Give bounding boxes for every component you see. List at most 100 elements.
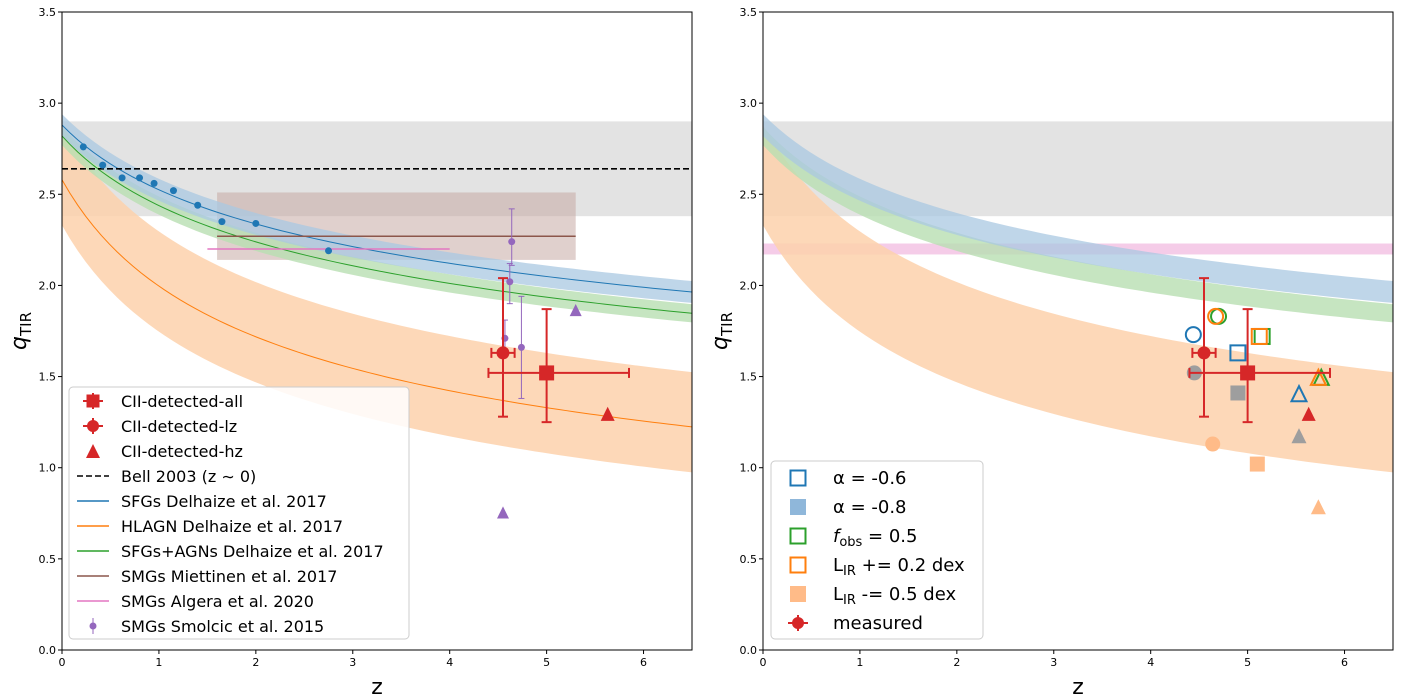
- legend-entry: CII-detected-hz: [86, 442, 243, 461]
- legend-marker: [790, 586, 806, 602]
- filled-marker: [1205, 436, 1221, 452]
- band-sfg-agn: [62, 126, 692, 323]
- filled-marker: [1291, 428, 1307, 444]
- x-tick-label: 4: [446, 656, 453, 669]
- legend-entry: SMGs Algera et al. 2020: [77, 592, 314, 611]
- x-tick-label: 1: [155, 656, 162, 669]
- legend-entry: HLAGN Delhaize et al. 2017: [77, 517, 343, 536]
- axes-frame: [61, 11, 693, 651]
- legend-label: fobs = 0.5: [833, 526, 917, 550]
- y-tick-label: 0.0: [740, 644, 758, 657]
- measured-point: [1301, 406, 1316, 421]
- legend-marker: [89, 622, 97, 630]
- y-tick-label: 2.0: [740, 279, 758, 292]
- legend-label: SMGs Algera et al. 2020: [121, 592, 314, 611]
- cii-hz-point: [600, 406, 615, 421]
- open-marker: [1207, 307, 1225, 325]
- x-tick-label: 3: [1050, 656, 1057, 669]
- band-sfg-agn: [763, 126, 1393, 323]
- binned-point: [218, 218, 226, 226]
- legend-marker: [789, 556, 807, 574]
- y-tick-label: 0.0: [39, 644, 57, 657]
- x-axis-label: z: [1072, 675, 1084, 698]
- legend-marker: [86, 443, 100, 459]
- y-tick-label: 1.5: [39, 371, 57, 384]
- legend-marker: [792, 617, 804, 629]
- legend-left: CII-detected-all CII-detected-lz CII-detec…: [68, 386, 410, 640]
- x-tick-label: 2: [252, 656, 259, 669]
- right-panel-chart: 0 1 2 3 4 5 6 0.0 0.5 1.0 1.5 2.0 2.5 3.0 3.5 z qTIR α = …: [708, 6, 1394, 698]
- legend-entry: SMGs Miettinen et al. 2017: [77, 567, 337, 586]
- legend-entry: SFGs+AGNs Delhaize et al. 2017: [77, 542, 384, 561]
- smolcic-upper-limit: [497, 506, 509, 519]
- binned-point: [118, 174, 126, 182]
- legend-entry: SFGs Delhaize et al. 2017: [77, 492, 327, 511]
- band-sfg: [62, 114, 692, 303]
- y-tick-label: 3.5: [39, 6, 57, 19]
- x-tick-label: 5: [543, 656, 550, 669]
- legend-marker: [790, 499, 806, 515]
- y-tick-label: 2.0: [39, 279, 57, 292]
- open-marker: [1184, 326, 1202, 344]
- y-tick-label: 3.0: [740, 97, 758, 110]
- legend-entry: CII-detected-lz: [83, 417, 237, 436]
- legend-label: Bell 2003 (z ∼ 0): [121, 467, 256, 486]
- x-tick-label: 6: [1341, 656, 1348, 669]
- legend-label: LIR += 0.2 dex: [833, 555, 965, 579]
- legend-label: SFGs+AGNs Delhaize et al. 2017: [121, 542, 384, 561]
- x-axis-label: z: [371, 675, 383, 698]
- band-sfg: [763, 114, 1393, 303]
- legend-label: α = -0.6: [833, 468, 907, 489]
- binned-point: [169, 187, 177, 195]
- x-tick-label: 2: [953, 656, 960, 669]
- measured-point: [1240, 365, 1256, 381]
- legend-entry: α = -0.6: [789, 468, 907, 489]
- open-marker: [1229, 344, 1247, 362]
- binned-point: [99, 161, 107, 169]
- binned-point: [150, 179, 158, 187]
- legend-entry: SMGs Smolcic et al. 2015: [89, 617, 324, 636]
- legend-entry: Bell 2003 (z ∼ 0): [77, 467, 256, 486]
- legend-right: α = -0.6 α = -0.8 fobs = 0.5 LIR += 0.2 dex…: [770, 460, 984, 640]
- binned-point: [136, 174, 144, 182]
- curve-sfg: [62, 124, 692, 293]
- y-tick-label: 1.0: [39, 462, 57, 475]
- cii-all-point: [539, 365, 555, 381]
- filled-marker: [1310, 499, 1326, 515]
- curve-sfg-agn: [62, 135, 692, 314]
- y-tick-label: 0.5: [740, 553, 758, 566]
- legend-label: HLAGN Delhaize et al. 2017: [121, 517, 343, 536]
- plot-area: [763, 114, 1393, 515]
- legend-entry: CII-detected-all: [83, 392, 243, 411]
- y-tick-label: 3.5: [740, 6, 758, 19]
- filled-marker: [1249, 456, 1265, 472]
- binned-point: [325, 247, 333, 255]
- legend-entry: fobs = 0.5: [789, 526, 917, 550]
- band-hlagn: [62, 125, 692, 473]
- x-tick-label: 6: [640, 656, 647, 669]
- binned-point: [252, 219, 260, 227]
- smolcic-point: [508, 238, 516, 246]
- smolcic-upper-limit: [569, 304, 582, 317]
- open-marker: [1309, 367, 1328, 386]
- legend-label: SFGs Delhaize et al. 2017: [121, 492, 327, 511]
- plot-area: [62, 114, 692, 519]
- legend-entry: α = -0.8: [790, 497, 907, 518]
- filled-marker: [1230, 385, 1246, 401]
- y-tick-label: 2.5: [740, 188, 758, 201]
- legend-box: [68, 386, 410, 640]
- legend-label: SMGs Smolcic et al. 2015: [121, 617, 324, 636]
- legend-box: [770, 460, 984, 640]
- x-tick-label: 5: [1244, 656, 1251, 669]
- curve-hlagn: [62, 179, 692, 428]
- y-tick-label: 2.5: [39, 188, 57, 201]
- x-tick-label: 3: [349, 656, 356, 669]
- legend-marker: [87, 420, 99, 432]
- y-tick-label: 3.0: [39, 97, 57, 110]
- y-tick-label: 0.5: [39, 553, 57, 566]
- legend-entry: LIR -= 0.5 dex: [790, 584, 956, 608]
- legend-label: measured: [833, 613, 923, 634]
- legend-marker: [86, 394, 100, 408]
- legend-label: CII-detected-all: [121, 392, 243, 411]
